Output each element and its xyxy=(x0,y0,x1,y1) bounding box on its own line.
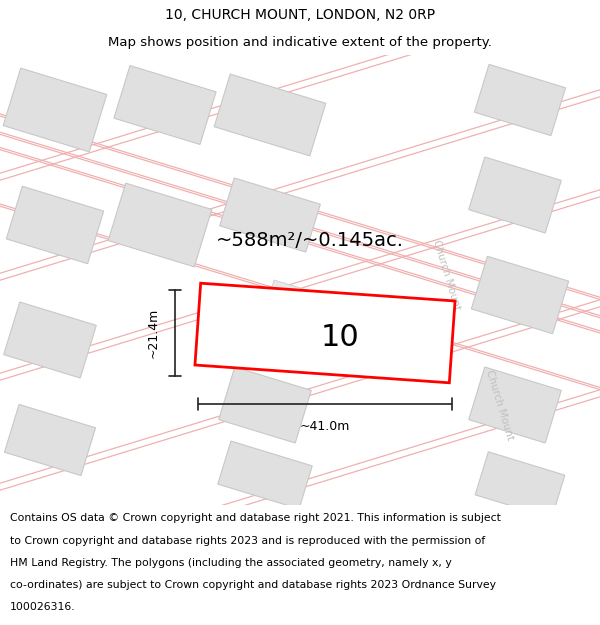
Polygon shape xyxy=(4,302,96,378)
Polygon shape xyxy=(114,66,216,144)
Text: 10, CHURCH MOUNT, LONDON, N2 0RP: 10, CHURCH MOUNT, LONDON, N2 0RP xyxy=(165,8,435,22)
Polygon shape xyxy=(108,183,212,267)
Polygon shape xyxy=(475,64,566,136)
Text: Church Mount: Church Mount xyxy=(431,239,463,311)
Polygon shape xyxy=(7,186,104,264)
Polygon shape xyxy=(195,283,455,382)
Text: ~21.4m: ~21.4m xyxy=(146,308,160,358)
Polygon shape xyxy=(255,280,365,370)
Text: 100026316.: 100026316. xyxy=(10,602,76,612)
Polygon shape xyxy=(214,74,326,156)
Text: Church Mount: Church Mount xyxy=(485,369,515,441)
Text: HM Land Registry. The polygons (including the associated geometry, namely x, y: HM Land Registry. The polygons (includin… xyxy=(10,558,452,568)
Polygon shape xyxy=(472,256,569,334)
Polygon shape xyxy=(4,404,95,476)
Polygon shape xyxy=(3,68,107,152)
Text: ~41.0m: ~41.0m xyxy=(300,419,350,432)
Polygon shape xyxy=(220,178,320,252)
Text: to Crown copyright and database rights 2023 and is reproduced with the permissio: to Crown copyright and database rights 2… xyxy=(10,536,485,546)
Text: ~588m²/~0.145ac.: ~588m²/~0.145ac. xyxy=(216,231,404,249)
Text: Map shows position and indicative extent of the property.: Map shows position and indicative extent… xyxy=(108,36,492,49)
Polygon shape xyxy=(219,367,311,443)
Text: co-ordinates) are subject to Crown copyright and database rights 2023 Ordnance S: co-ordinates) are subject to Crown copyr… xyxy=(10,580,496,590)
Polygon shape xyxy=(218,441,312,509)
Text: 10: 10 xyxy=(320,324,359,352)
Polygon shape xyxy=(469,157,561,233)
Text: Contains OS data © Crown copyright and database right 2021. This information is : Contains OS data © Crown copyright and d… xyxy=(10,513,501,523)
Polygon shape xyxy=(475,452,565,518)
Polygon shape xyxy=(469,367,561,443)
